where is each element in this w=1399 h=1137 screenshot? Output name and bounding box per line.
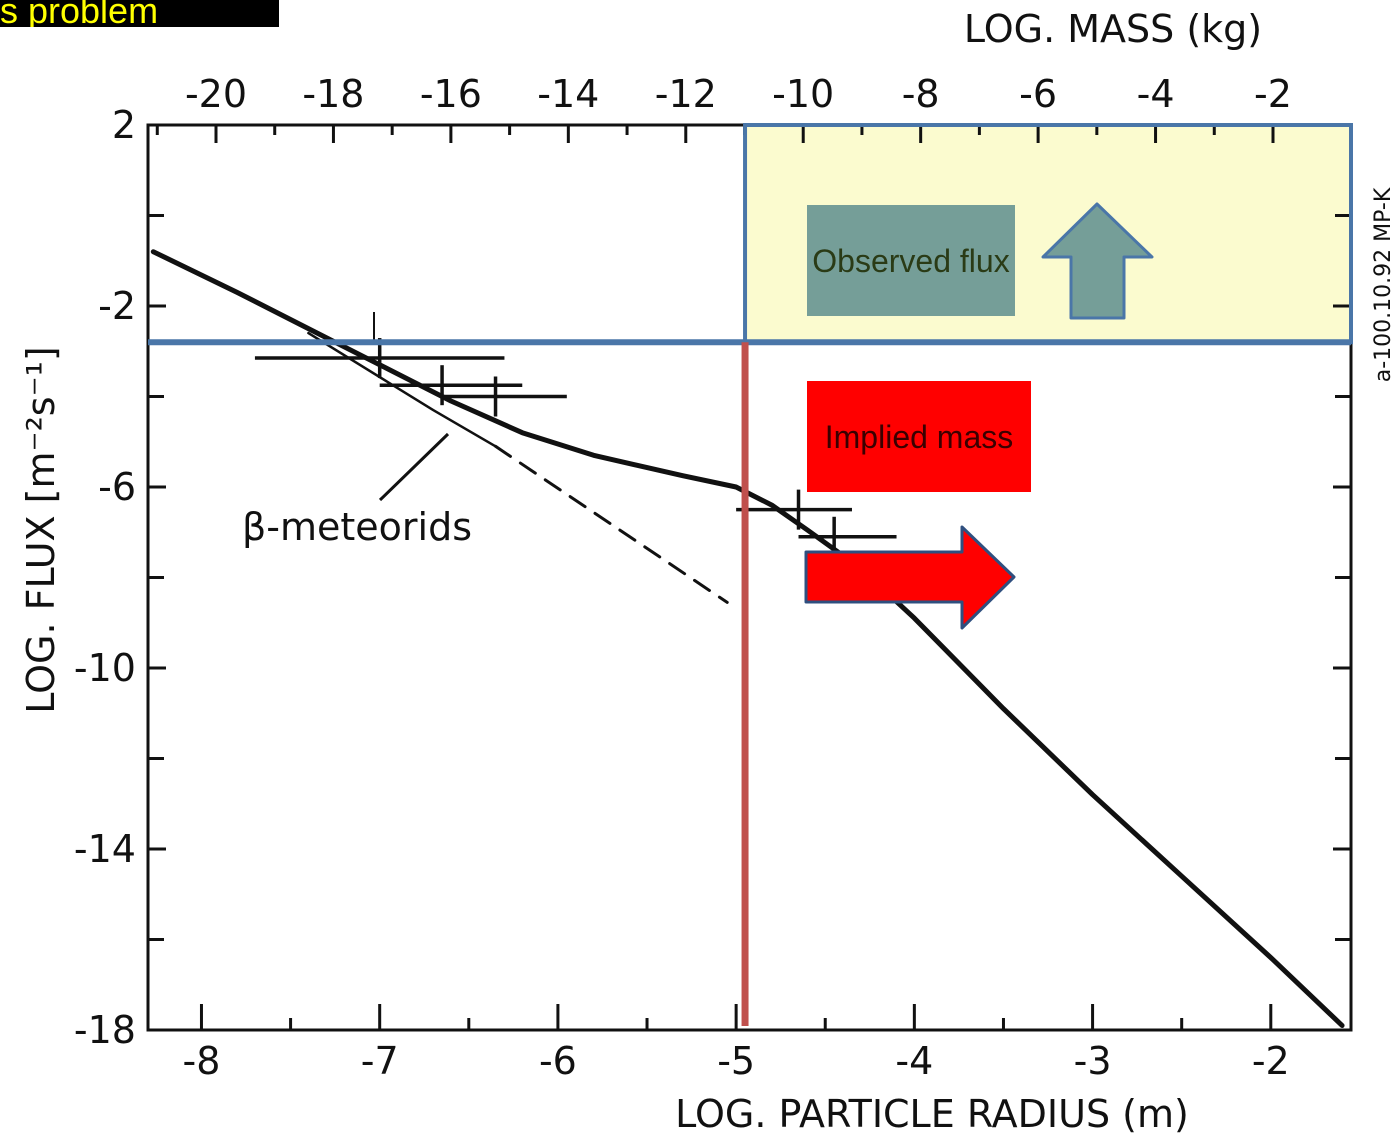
y-tick-label: 2 xyxy=(112,103,136,147)
beta-extrapolation-line xyxy=(494,444,729,604)
x-tick-label: -3 xyxy=(1074,1039,1112,1083)
x2-tick-label: -20 xyxy=(185,72,247,116)
x2-tick-label: -10 xyxy=(772,72,834,116)
observed-region-border xyxy=(743,123,1353,345)
x-tick-label: -5 xyxy=(717,1039,755,1083)
x2-tick-label: -18 xyxy=(302,72,364,116)
implied-mass-label: Implied mass xyxy=(824,418,1014,455)
y-tick-label: -18 xyxy=(74,1008,136,1052)
x2-axis-title: LOG. MASS (kg) xyxy=(964,7,1262,51)
y-tick-label: -2 xyxy=(98,284,136,328)
x-tick-label: -4 xyxy=(895,1039,933,1083)
slide-title-tab: s problem xyxy=(0,0,279,27)
x2-tick-label: -14 xyxy=(537,72,599,116)
x-axis-title: LOG. PARTICLE RADIUS (m) xyxy=(675,1092,1189,1136)
x-tick-label: -2 xyxy=(1252,1039,1290,1083)
x-tick-label: -8 xyxy=(183,1039,221,1083)
up-arrow-icon xyxy=(1041,202,1154,320)
observed-flux-label: Observed flux xyxy=(812,242,1010,279)
x2-tick-label: -4 xyxy=(1137,72,1175,116)
plate-code-label: a-100.10.92 MP-K xyxy=(1371,187,1396,382)
x-tick-label: -7 xyxy=(361,1039,399,1083)
x2-tick-label: -12 xyxy=(655,72,717,116)
slide-title-fragment: s problem xyxy=(0,0,159,27)
observed-flux-box: Observed flux xyxy=(807,205,1015,316)
beta-pointer-line xyxy=(378,432,450,502)
right-arrow-icon xyxy=(804,525,1016,630)
y-tick-label: -6 xyxy=(98,465,136,509)
beta-meteorid-branch-line xyxy=(307,331,497,448)
x2-tick-label: -8 xyxy=(902,72,940,116)
y-axis-title: LOG. FLUX [m⁻²s⁻¹] xyxy=(19,346,63,713)
x2-tick-label: -16 xyxy=(420,72,482,116)
y-tick-label: -10 xyxy=(74,646,136,690)
x2-tick-label: -6 xyxy=(1019,72,1057,116)
x2-tick-label: -2 xyxy=(1254,72,1292,116)
y-tick-label: -14 xyxy=(74,827,136,871)
implied-mass-box: Implied mass xyxy=(807,381,1031,492)
x-tick-label: -6 xyxy=(539,1039,577,1083)
beta-meteorids-label: β-meteorids xyxy=(242,505,472,549)
